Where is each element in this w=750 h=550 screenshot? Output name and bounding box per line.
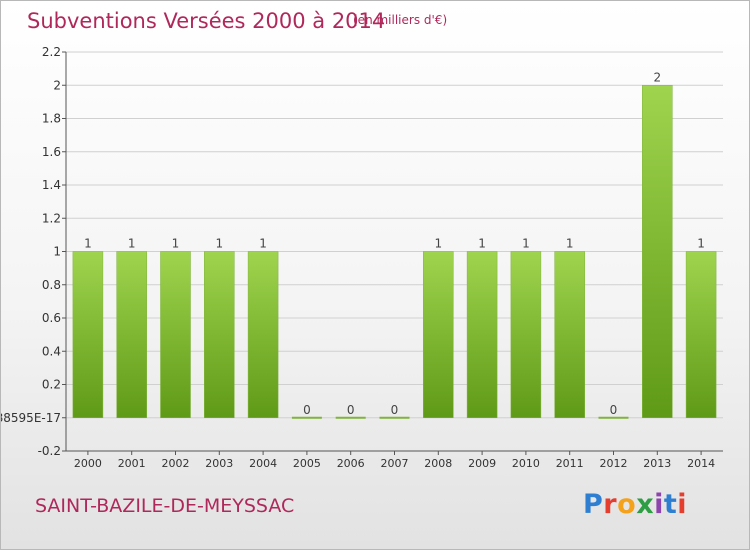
y-tick-label: -1.5265566588595E-17	[1, 411, 61, 425]
data-label: 1	[128, 237, 136, 251]
x-tick-label: 2013	[643, 457, 671, 470]
x-tick-label: 2003	[205, 457, 233, 470]
logo-letter: x	[636, 489, 655, 520]
bar	[247, 251, 279, 418]
bar	[554, 251, 585, 418]
x-tick-label: 2008	[424, 457, 452, 470]
commune-name: SAINT-BAZILE-DE-MEYSSAC	[35, 495, 295, 517]
data-label: 1	[172, 237, 180, 251]
logo-letter: o	[617, 489, 637, 520]
logo-letter: r	[603, 489, 618, 520]
chart-title: Subventions Versées 2000 à 2014	[27, 9, 386, 33]
y-tick-label: 1	[53, 245, 61, 259]
bar	[642, 85, 673, 418]
data-label: 1	[259, 237, 267, 251]
x-tick-label: 2012	[600, 457, 628, 470]
y-tick-label: 2.2	[42, 45, 61, 59]
logo-letter: P	[583, 489, 604, 520]
data-label: 1	[522, 237, 530, 251]
x-tick-label: 2007	[381, 457, 409, 470]
x-tick-label: 2004	[249, 457, 277, 470]
data-label: 0	[303, 403, 311, 417]
x-tick-label: 2000	[74, 457, 102, 470]
y-tick-label: -0.2	[38, 444, 61, 458]
logo-letter: t	[663, 489, 678, 520]
y-tick-label: 1.4	[42, 178, 61, 192]
chart-subtitle: (en milliers d'€)	[353, 13, 448, 27]
y-tick-label: 1.8	[42, 112, 61, 126]
data-label: 1	[84, 237, 92, 251]
data-label: 2	[653, 70, 661, 84]
data-label: 1	[434, 237, 442, 251]
bar	[685, 251, 717, 418]
data-label: 0	[610, 403, 618, 417]
data-label: 0	[391, 403, 399, 417]
y-tick-label: 0.6	[42, 311, 61, 325]
x-tick-label: 2009	[468, 457, 496, 470]
bar	[160, 251, 191, 418]
bar	[72, 251, 104, 418]
logo-letter: i	[654, 489, 664, 520]
data-label: 1	[566, 237, 574, 251]
x-tick-label: 2010	[512, 457, 540, 470]
y-tick-label: 0.4	[42, 344, 61, 358]
bar	[466, 251, 498, 418]
x-tick-label: 2014	[687, 457, 715, 470]
x-tick-label: 2001	[118, 457, 146, 470]
y-tick-label: 1.6	[42, 145, 61, 159]
data-label: 0	[347, 403, 355, 417]
bar	[116, 251, 147, 418]
data-label: 1	[697, 237, 705, 251]
x-tick-label: 2011	[556, 457, 584, 470]
y-tick-label: 0.8	[42, 278, 61, 292]
proxiti-logo[interactable]: Proxiti	[583, 489, 687, 520]
y-tick-label: 1.2	[42, 211, 61, 225]
x-tick-label: 2005	[293, 457, 321, 470]
bar	[204, 251, 235, 418]
bar	[510, 251, 542, 418]
bar	[423, 251, 454, 418]
y-tick-label: 0.2	[42, 378, 61, 392]
x-tick-label: 2006	[337, 457, 365, 470]
x-tick-label: 2002	[162, 457, 190, 470]
logo-letter: i	[677, 489, 688, 520]
data-label: 1	[215, 237, 223, 251]
data-label: 1	[478, 237, 486, 251]
y-tick-label: 2	[53, 78, 61, 92]
